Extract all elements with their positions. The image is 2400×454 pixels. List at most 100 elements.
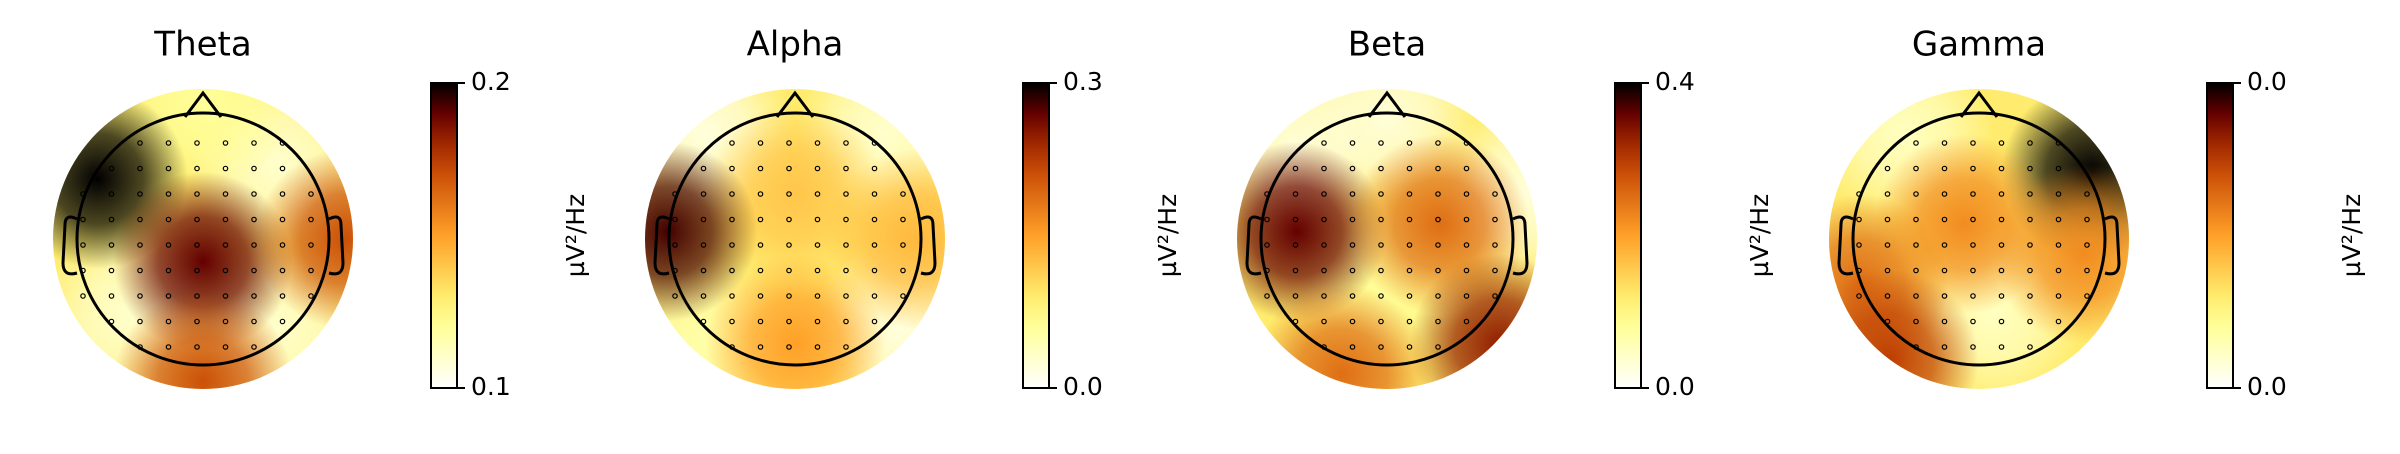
sensor xyxy=(165,267,172,274)
sensor xyxy=(1406,267,1413,274)
sensor xyxy=(1998,140,2005,146)
hotspot xyxy=(1409,254,1537,389)
sensor xyxy=(1349,318,1356,325)
sensor xyxy=(1292,293,1299,299)
sensor xyxy=(165,216,172,223)
sensor xyxy=(1378,216,1384,223)
sensor xyxy=(279,318,286,325)
colorbar xyxy=(430,82,458,389)
sensor xyxy=(2055,191,2062,197)
sensor xyxy=(137,344,143,350)
sensor xyxy=(871,165,878,172)
sensor xyxy=(1884,293,1891,299)
sensor xyxy=(1913,242,1919,248)
sensor xyxy=(137,242,143,248)
sensor xyxy=(1406,242,1413,248)
sensor xyxy=(672,216,678,223)
sensor xyxy=(672,267,678,274)
sensor xyxy=(222,267,229,274)
sensor xyxy=(843,293,849,299)
sensor xyxy=(1435,344,1441,350)
sensor xyxy=(900,267,906,274)
sensor xyxy=(1970,191,1976,197)
sensor xyxy=(2084,242,2090,248)
sensor xyxy=(672,242,678,248)
sensor xyxy=(308,191,314,197)
sensor xyxy=(222,344,229,350)
sensor xyxy=(80,191,86,197)
hotspot xyxy=(1994,164,2129,344)
sensor xyxy=(165,165,172,172)
nose xyxy=(1367,90,1407,118)
sensor xyxy=(1463,318,1470,325)
sensor xyxy=(194,344,200,350)
sensor xyxy=(194,318,200,325)
sensor xyxy=(729,318,735,325)
sensor xyxy=(1941,191,1948,197)
sensor xyxy=(1970,293,1976,299)
sensor xyxy=(1856,242,1862,248)
colorbar xyxy=(1022,82,1050,389)
sensor xyxy=(1970,165,1976,172)
sensor xyxy=(814,216,821,223)
sensor xyxy=(80,293,86,299)
sensor xyxy=(1970,242,1976,248)
sensor xyxy=(108,293,115,299)
sensor xyxy=(1435,191,1441,197)
sensor xyxy=(1463,293,1470,299)
sensor xyxy=(2027,191,2033,197)
colorbar xyxy=(1614,82,1642,389)
sensor xyxy=(1492,191,1498,197)
sensor xyxy=(2084,293,2090,299)
sensor xyxy=(194,140,200,146)
colorbar-tick-label: 0.4 xyxy=(1655,67,1695,96)
topomap-panel: Alpha 0.0 0.3 µV²/Hz xyxy=(645,25,1182,401)
sensor xyxy=(1435,318,1441,325)
sensor xyxy=(1941,165,1948,172)
sensor xyxy=(757,140,764,146)
sensor xyxy=(1941,293,1948,299)
ear xyxy=(328,215,345,276)
sensor xyxy=(1998,267,2005,274)
sensor xyxy=(729,191,735,197)
sensor xyxy=(871,242,878,248)
sensor xyxy=(729,293,735,299)
sensor xyxy=(2084,267,2090,274)
sensor xyxy=(1884,242,1891,248)
sensor xyxy=(251,242,257,248)
sensor xyxy=(1264,216,1270,223)
sensor xyxy=(251,191,257,197)
colorbar-label: µV²/Hz xyxy=(1745,194,1774,277)
sensor xyxy=(1856,191,1862,197)
sensor xyxy=(900,216,906,223)
sensor xyxy=(757,318,764,325)
sensor xyxy=(1998,191,2005,197)
sensor xyxy=(2084,216,2090,223)
sensor xyxy=(308,242,314,248)
sensor xyxy=(1998,216,2005,223)
head-outline xyxy=(1259,111,1515,367)
sensor xyxy=(222,318,229,325)
colorbar-tick-label: 0.2 xyxy=(471,67,511,96)
ear xyxy=(920,215,937,276)
sensor xyxy=(2084,191,2090,197)
sensor xyxy=(279,140,286,146)
hotspot xyxy=(705,254,885,389)
sensor xyxy=(1463,216,1470,223)
sensor xyxy=(1349,344,1356,350)
sensor xyxy=(279,165,286,172)
sensor xyxy=(108,191,115,197)
heatmap xyxy=(1829,89,2129,389)
sensor xyxy=(1998,318,2005,325)
sensor xyxy=(757,216,764,223)
sensor xyxy=(786,318,792,325)
sensor xyxy=(279,293,286,299)
heatmap xyxy=(53,89,353,389)
colorbar-tick-label: 0.3 xyxy=(1063,67,1103,96)
sensor xyxy=(137,318,143,325)
sensor xyxy=(1492,216,1498,223)
sensor xyxy=(1349,165,1356,172)
sensor xyxy=(1292,165,1299,172)
sensor xyxy=(1913,318,1919,325)
sensor xyxy=(1856,216,1862,223)
